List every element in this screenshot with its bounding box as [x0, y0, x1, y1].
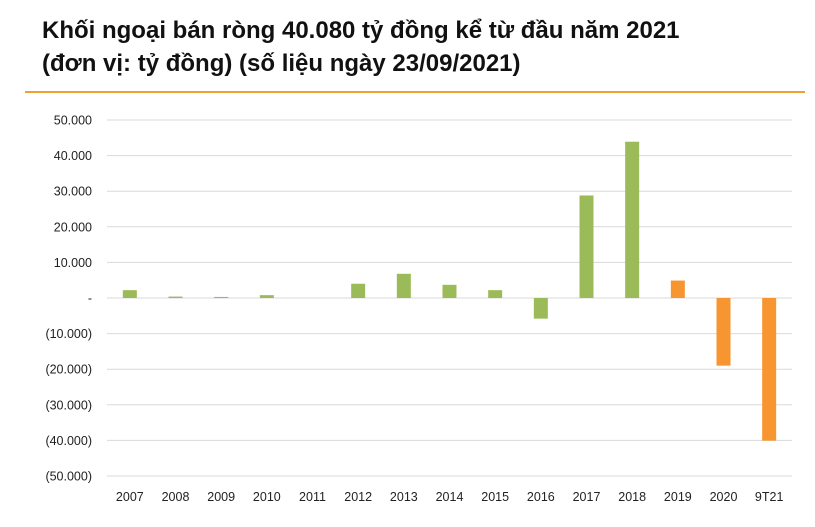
title-divider — [25, 91, 805, 93]
x-tick-label: 2008 — [162, 490, 190, 504]
x-tick-label: 2017 — [573, 490, 601, 504]
y-tick-label: 20.000 — [54, 220, 92, 234]
x-tick-label: 2016 — [527, 490, 555, 504]
y-tick-label: (20.000) — [45, 363, 92, 377]
y-tick-label: (40.000) — [45, 434, 92, 448]
y-tick-label: (30.000) — [45, 398, 92, 412]
bar-2010 — [259, 295, 274, 298]
bar-2018 — [625, 141, 640, 298]
x-axis-tick-labels: 2007 2008 2009 2010 2011 2012 2013 2014 2015 2016… — [116, 490, 784, 504]
chart-title-line-2: (đơn vị: tỷ đồng) (số liệu ngày 23/09/20… — [42, 50, 521, 77]
x-tick-label: 9T21 — [755, 490, 784, 504]
y-axis-tick-labels: 50.000 40.000 30.000 20.000 10.000 - (10.000) (… — [45, 114, 92, 484]
y-tick-label: (50.000) — [45, 470, 92, 484]
bar-2019 — [670, 280, 685, 298]
bar-2008 — [168, 296, 183, 298]
bar-2013 — [396, 273, 411, 298]
x-tick-label: 2011 — [299, 490, 326, 504]
bar-2014 — [442, 284, 457, 298]
bar-2017 — [579, 195, 594, 298]
y-tick-label: 50.000 — [54, 114, 92, 128]
x-tick-label: 2010 — [253, 490, 281, 504]
x-tick-label: 2007 — [116, 490, 144, 504]
chart-title: Khối ngoại bán ròng 40.080 tỷ đồng kể từ… — [42, 14, 802, 80]
y-tick-label: 10.000 — [54, 256, 92, 270]
bar-2007 — [122, 290, 137, 298]
bars — [122, 141, 777, 441]
y-tick-label: 40.000 — [54, 149, 92, 163]
chart-title-line-1: Khối ngoại bán ròng 40.080 tỷ đồng kể từ… — [42, 17, 680, 44]
bar-2020 — [716, 298, 731, 366]
y-tick-label: 30.000 — [54, 185, 92, 199]
x-tick-label: 2012 — [344, 490, 372, 504]
x-tick-label: 2009 — [207, 490, 235, 504]
bar-2015 — [488, 290, 503, 298]
x-tick-label: 2014 — [436, 490, 464, 504]
y-tick-label: (10.000) — [45, 327, 92, 341]
bar-2009 — [214, 296, 229, 298]
bar-9T21 — [762, 298, 777, 441]
bar-2012 — [351, 283, 366, 298]
bar-chart: 50.000 40.000 30.000 20.000 10.000 - (10.000) (… — [45, 114, 792, 504]
bar-2016 — [533, 298, 548, 319]
x-tick-label: 2020 — [710, 490, 738, 504]
y-tick-label: - — [88, 292, 92, 306]
x-tick-label: 2015 — [481, 490, 509, 504]
x-tick-label: 2018 — [618, 490, 646, 504]
x-tick-label: 2013 — [390, 490, 418, 504]
x-tick-label: 2019 — [664, 490, 692, 504]
